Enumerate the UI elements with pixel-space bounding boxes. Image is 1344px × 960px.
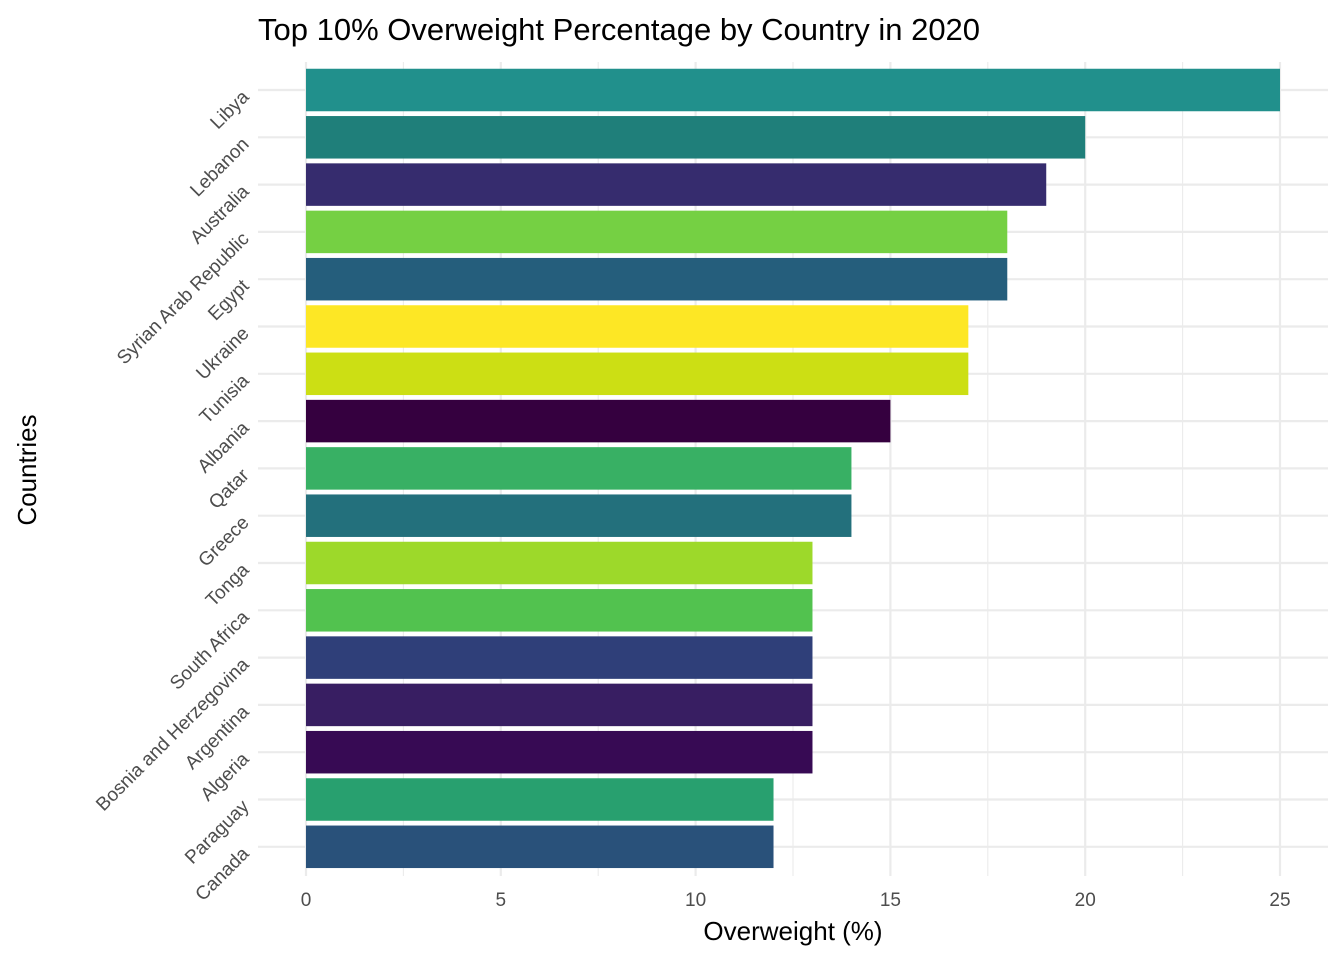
x-axis-ticks: 0 5 10 15 20 25	[301, 890, 1291, 911]
bar-bosnia-and-herzegovina	[306, 636, 813, 679]
bar-egypt	[306, 257, 1008, 301]
x-tick-label: 15	[880, 890, 901, 911]
bar-canada	[306, 825, 774, 869]
y-tick-label: Ukraine	[192, 323, 253, 384]
bar-albania	[306, 399, 891, 443]
bar-tonga	[306, 541, 813, 585]
y-tick-label: Albania	[194, 417, 254, 477]
bars	[306, 68, 1280, 869]
bar-ukraine	[306, 305, 969, 348]
bar-lebanon	[306, 116, 1086, 159]
bar-australia	[306, 163, 1047, 206]
x-tick-label: 0	[301, 890, 312, 911]
bar-greece	[306, 494, 852, 537]
y-tick-label: Libya	[207, 86, 254, 133]
chart-title: Top 10% Overweight Percentage by Country…	[258, 12, 980, 47]
bar-argentina	[306, 683, 813, 727]
x-tick-label: 25	[1269, 890, 1290, 911]
y-tick-label: Greece	[195, 512, 254, 571]
x-axis-title: Overweight (%)	[703, 916, 882, 946]
x-tick-label: 20	[1075, 890, 1096, 911]
x-tick-label: 10	[685, 890, 706, 911]
x-tick-label: 5	[496, 890, 507, 911]
bar-qatar	[306, 447, 852, 490]
bar-tunisia	[306, 352, 969, 396]
bar-algeria	[306, 730, 813, 774]
bar-libya	[306, 68, 1280, 112]
y-axis-title: Countries	[12, 414, 42, 525]
bar-south-africa	[306, 589, 813, 632]
bar-syrian-arab-republic	[306, 210, 1008, 254]
bar-paraguay	[306, 778, 774, 821]
